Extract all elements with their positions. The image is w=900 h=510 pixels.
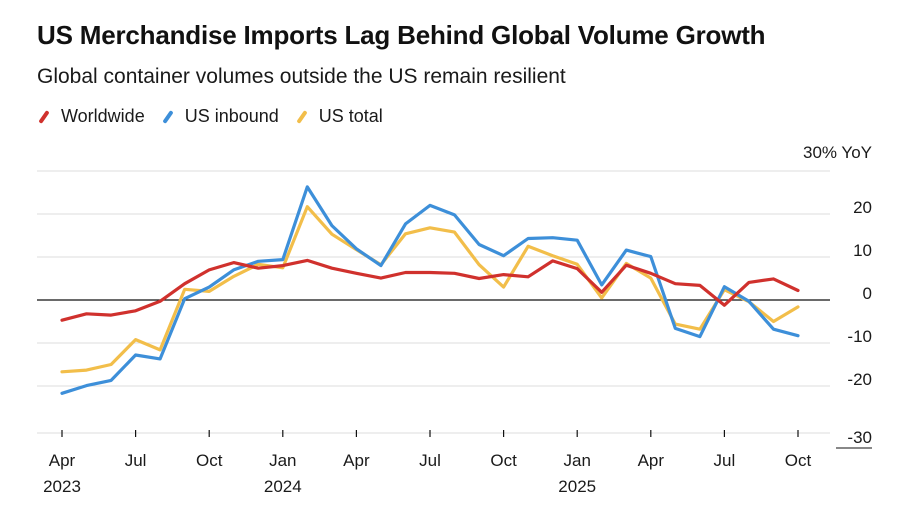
x-tick-label: Jul [419, 451, 441, 470]
y-tick-label: 10 [853, 241, 872, 260]
x-tick-label: Oct [785, 451, 812, 470]
x-tick-label: Apr [343, 451, 370, 470]
x-tick-label: Apr [49, 451, 76, 470]
x-tick-label: Apr [638, 451, 665, 470]
y-tick-label: -30 [847, 428, 872, 447]
x-tick-year-label: 2023 [43, 477, 81, 496]
line-chart: 30% YoY 20 10 0 -10 -20 -30 Apr 2023 Jul Oct Jan 202… [0, 0, 900, 510]
x-tick-label: Oct [196, 451, 223, 470]
y-axis-label: 30% YoY [803, 143, 872, 162]
series-line-us-inbound [62, 187, 798, 393]
x-tick-label: Jul [714, 451, 736, 470]
x-tick-year-label: 2025 [558, 477, 596, 496]
x-tick-label: Jan [563, 451, 590, 470]
x-tick-label: Jan [269, 451, 296, 470]
x-tick-year-label: 2024 [264, 477, 302, 496]
series-line-us-total [62, 207, 798, 372]
series-line-worldwide [62, 260, 798, 320]
y-tick-label: 20 [853, 198, 872, 217]
y-tick-label: -20 [847, 370, 872, 389]
y-tick-label: 0 [863, 284, 872, 303]
y-tick-label: -10 [847, 327, 872, 346]
x-tick-label: Jul [125, 451, 147, 470]
x-tick-label: Oct [490, 451, 517, 470]
